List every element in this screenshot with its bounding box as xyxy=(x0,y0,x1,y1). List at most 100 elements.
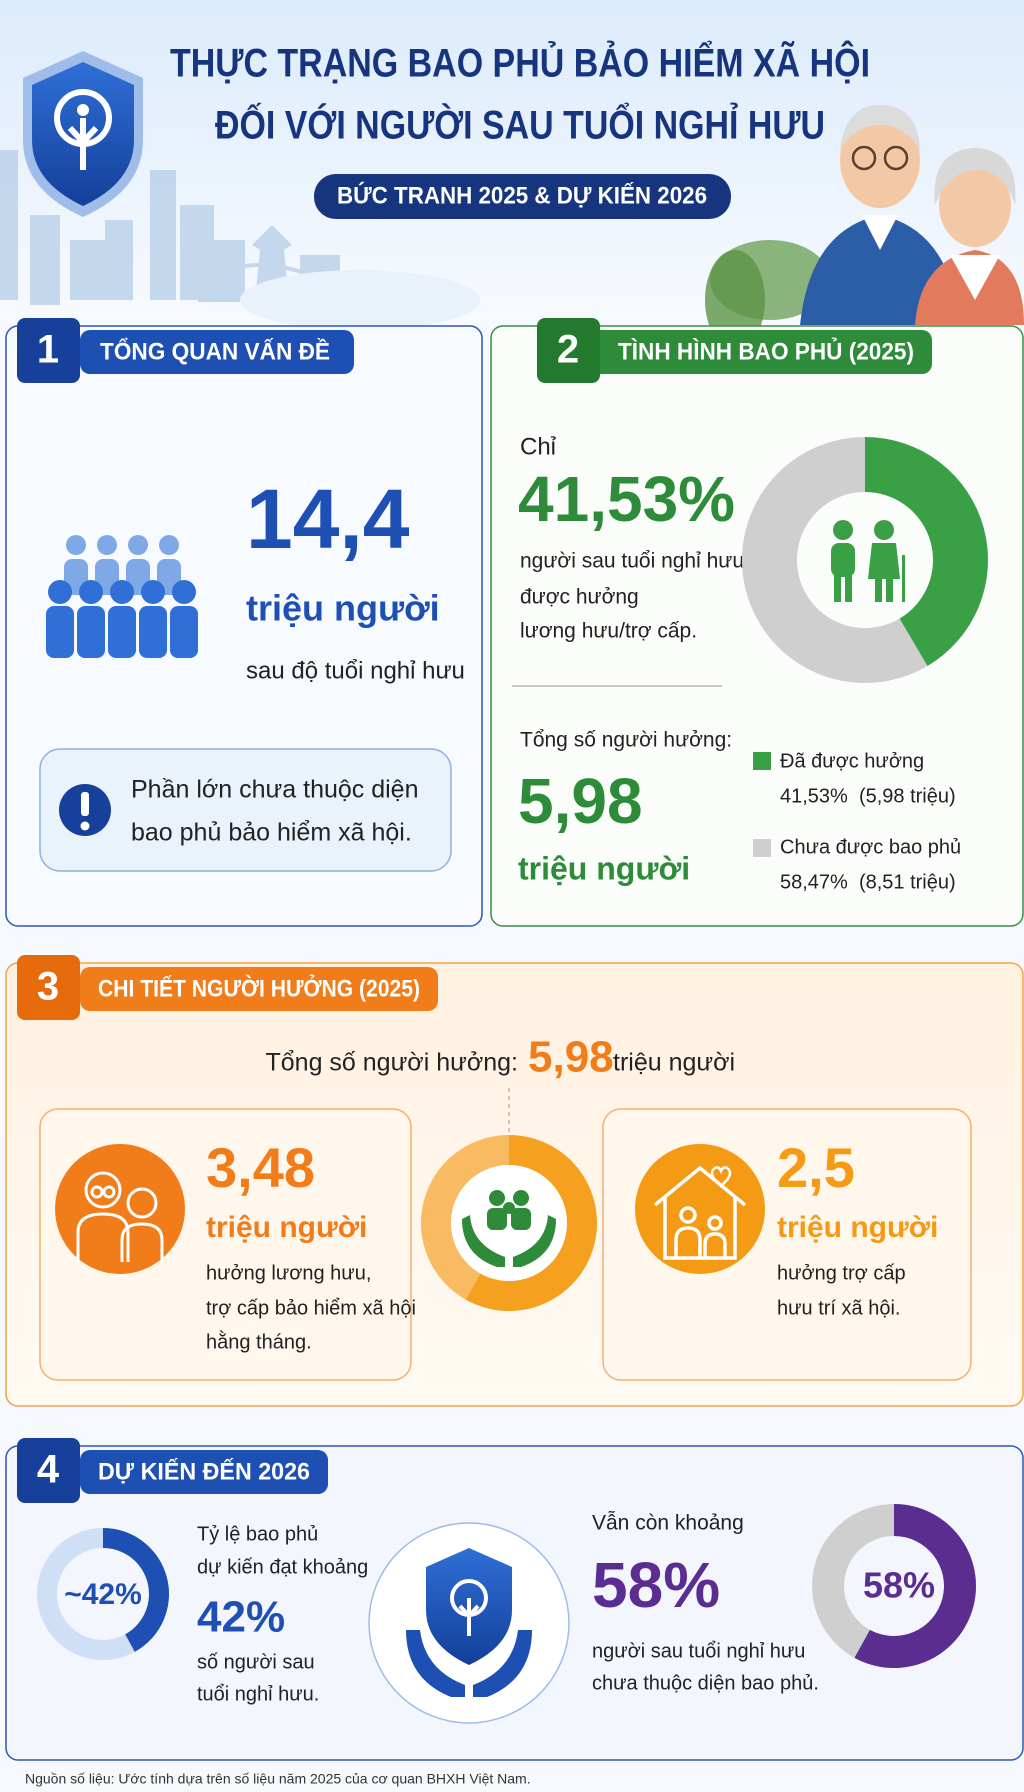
person-body xyxy=(170,606,198,658)
card-unit: triệu người xyxy=(777,1211,938,1244)
card-icon xyxy=(635,1144,765,1274)
donut-segment xyxy=(465,1135,598,1311)
source-note: Nguồn số liệu: Ước tính dựa trên số liệu… xyxy=(25,1771,531,1787)
legend-name: Chưa được bao phủ xyxy=(780,836,961,858)
card-line: trợ cấp bảo hiểm xã hội xyxy=(206,1297,416,1319)
person-head xyxy=(172,580,196,604)
unit: triệu người xyxy=(246,588,440,629)
donut-segment xyxy=(854,1504,977,1669)
person-head xyxy=(48,580,72,604)
legend-name: Đã được hưởng xyxy=(780,750,924,772)
remaining-prefix: Vẫn còn khoảng xyxy=(592,1512,744,1535)
card-line: hưu trí xã hội. xyxy=(777,1297,900,1319)
big-number: 14,4 xyxy=(246,472,410,566)
section-title: DỰ KIẾN ĐẾN 2026 xyxy=(98,1457,310,1485)
section-badge xyxy=(17,955,80,1020)
section-number: 4 xyxy=(37,1448,60,1492)
title-line: THỰC TRẠNG BAO PHỦ BẢO HIỂM XÃ HỘI xyxy=(170,39,870,86)
description-line: người sau tuổi nghỉ hưu xyxy=(520,550,744,573)
card-line: hưởng trợ cấp xyxy=(777,1262,906,1284)
note-line: bao phủ bảo hiểm xã hội. xyxy=(131,819,412,847)
subtitle: BỨC TRANH 2025 & DỰ KIẾN 2026 xyxy=(337,181,707,209)
description-line: lương hưu/trợ cấp. xyxy=(520,620,697,643)
couple-icon xyxy=(831,520,905,602)
beneficiary-donut xyxy=(421,1135,598,1311)
subtitle-pill xyxy=(314,174,731,219)
section-number: 1 xyxy=(37,328,59,372)
forecast-donut xyxy=(37,1528,169,1660)
card-icon xyxy=(76,1171,164,1262)
forecast-line: dự kiến đạt khoảng xyxy=(197,1556,368,1578)
person-head xyxy=(128,535,148,555)
big-percent: 41,53% xyxy=(518,463,735,535)
person-head xyxy=(141,580,165,604)
donut-label: 58% xyxy=(863,1565,935,1606)
person-head xyxy=(159,535,179,555)
section-header xyxy=(80,967,438,1011)
note-box xyxy=(39,748,452,872)
section-header xyxy=(80,330,354,374)
total-unit: triệu người xyxy=(613,1049,735,1077)
warning-icon xyxy=(80,821,90,831)
total-value: 5,98 xyxy=(518,765,643,837)
total-label: Tổng số người hưởng: xyxy=(265,1049,518,1077)
people-icon xyxy=(46,535,198,658)
card-line: hưởng lương hưu, xyxy=(206,1262,371,1284)
donut-segment xyxy=(865,437,988,666)
section-badge xyxy=(17,318,80,383)
person-body xyxy=(108,606,136,658)
person-body xyxy=(46,606,74,658)
total-value: 5,98 xyxy=(528,1033,614,1082)
section-number: 2 xyxy=(557,328,579,372)
card-line: hằng tháng. xyxy=(206,1330,312,1353)
section-title: TỔNG QUAN VẤN ĐỀ xyxy=(100,337,330,365)
forecast-line: số người sau xyxy=(197,1651,315,1673)
section-title: TÌNH HÌNH BAO PHỦ (2025) xyxy=(618,336,914,365)
note-line: Phần lớn chưa thuộc diện xyxy=(131,776,419,804)
section-title: CHI TIẾT NGƯỜI HƯỞNG (2025) xyxy=(98,973,420,1002)
prefix: Chỉ xyxy=(520,433,557,460)
person-body xyxy=(139,606,167,658)
section-header xyxy=(580,330,932,374)
person-head xyxy=(66,535,86,555)
remaining-line: chưa thuộc diện bao phủ. xyxy=(592,1672,819,1694)
description-line: được hưởng xyxy=(520,586,639,609)
person-head xyxy=(110,580,134,604)
skyline xyxy=(0,150,340,305)
legend-detail: 58,47% (8,51 triệu) xyxy=(780,871,956,893)
remaining-value: 58% xyxy=(592,1549,720,1621)
section-header xyxy=(80,1450,328,1494)
shield-hands-icon xyxy=(406,1548,532,1697)
total-unit: triệu người xyxy=(518,850,690,886)
total-label: Tổng số người hưởng: xyxy=(520,729,732,752)
legend-detail: 41,53% (5,98 triệu) xyxy=(780,785,956,807)
card-icon xyxy=(653,1165,747,1260)
person-head xyxy=(79,580,103,604)
donut-segment xyxy=(103,1528,169,1652)
hands-icon xyxy=(462,1190,556,1267)
card-value: 2,5 xyxy=(777,1136,855,1199)
section-number: 3 xyxy=(37,965,59,1009)
person-body xyxy=(77,606,105,658)
section-badge xyxy=(17,1438,80,1503)
forecast-value: 42% xyxy=(197,1593,285,1642)
elderly-couple-illustration xyxy=(705,105,1024,350)
legend-swatch xyxy=(753,839,771,857)
remaining-donut xyxy=(812,1504,977,1669)
forecast-line: Tỷ lệ bao phủ xyxy=(197,1523,318,1545)
legend-swatch xyxy=(753,752,771,770)
forecast-line: tuổi nghỉ hưu. xyxy=(197,1683,319,1705)
shield-logo xyxy=(23,51,143,217)
coverage-donut xyxy=(741,437,988,683)
donut-segment xyxy=(421,1135,509,1300)
remaining-line: người sau tuổi nghỉ hưu xyxy=(592,1640,805,1662)
caption: sau độ tuổi nghỉ hưu xyxy=(246,657,465,684)
cloud xyxy=(240,270,480,330)
card-unit: triệu người xyxy=(206,1211,367,1244)
title-line: ĐỐI VỚI NGƯỜI SAU TUỔI NGHỈ HƯU xyxy=(215,101,825,148)
donut-segment xyxy=(741,437,928,683)
person-head xyxy=(97,535,117,555)
card-icon xyxy=(55,1144,185,1274)
